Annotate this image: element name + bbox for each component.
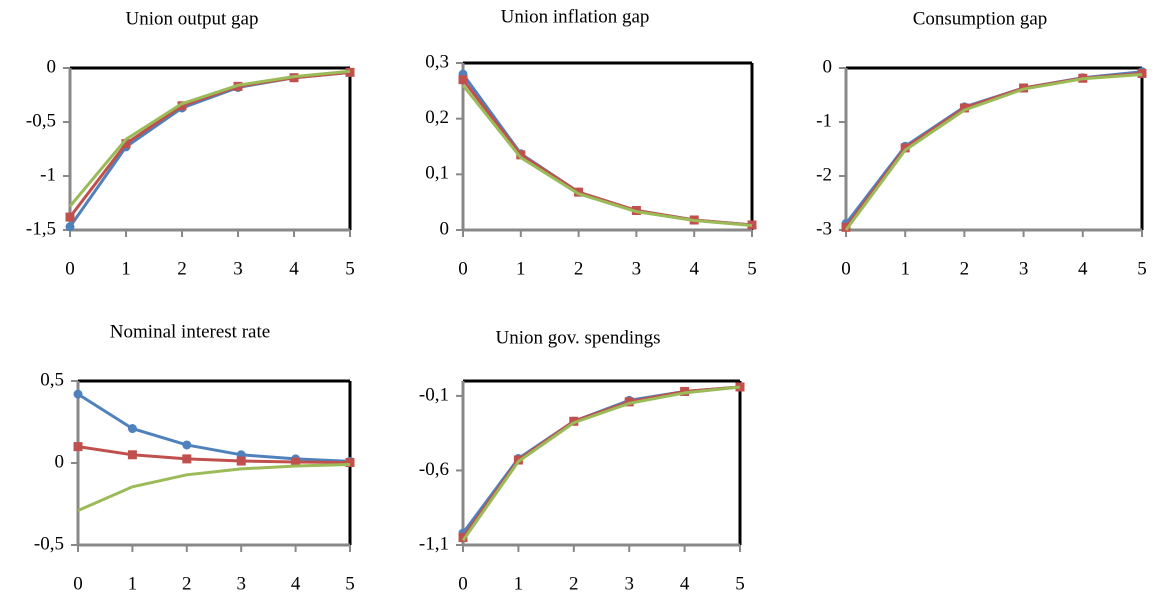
x-tick-label: 5 <box>345 573 355 594</box>
y-tick-label: 0,2 <box>425 107 449 128</box>
point-marker <box>121 139 131 149</box>
x-tick-label: 0 <box>458 258 468 279</box>
point-marker <box>73 442 83 452</box>
x-tick-label: 3 <box>1019 258 1029 279</box>
y-tick-label: 0 <box>47 56 57 77</box>
x-tick-label: 0 <box>458 573 468 594</box>
series-line <box>844 71 1143 229</box>
x-tick-label: 3 <box>233 258 243 279</box>
series-line <box>461 84 753 228</box>
x-tick-label: 1 <box>900 258 910 279</box>
point-marker <box>65 222 75 232</box>
x-tick-label: 4 <box>680 573 690 594</box>
x-tick-label: 2 <box>177 258 187 279</box>
y-tick-label: 0 <box>823 56 833 77</box>
x-tick-label: 3 <box>624 573 634 594</box>
x-tick-label: 0 <box>73 573 83 594</box>
x-tick-label: 2 <box>569 573 579 594</box>
y-tick-label: -1,5 <box>26 218 56 239</box>
chart-title: Union inflation gap <box>501 6 650 27</box>
y-tick-label: -2 <box>816 164 832 185</box>
point-marker <box>236 456 246 466</box>
point-marker <box>959 103 969 113</box>
x-tick-label: 5 <box>345 258 355 279</box>
x-tick-label: 3 <box>236 573 246 594</box>
x-tick-label: 4 <box>289 258 299 279</box>
series-line <box>77 392 351 463</box>
y-tick-label: 0,5 <box>40 369 64 390</box>
x-tick-label: 3 <box>632 258 642 279</box>
y-tick-label: -0,1 <box>419 384 449 405</box>
x-tick-label: 0 <box>841 258 851 279</box>
point-marker <box>516 150 526 160</box>
point-marker <box>345 458 355 468</box>
series-line <box>844 72 1143 231</box>
series-line <box>461 385 741 534</box>
x-tick-label: 1 <box>516 258 526 279</box>
x-tick-label: 1 <box>128 573 138 594</box>
series-line <box>77 445 351 465</box>
y-tick-label: -0,5 <box>34 533 64 554</box>
x-tick-label: 4 <box>1078 258 1088 279</box>
point-marker <box>841 222 851 232</box>
x-tick-label: 5 <box>735 573 745 594</box>
series-line <box>461 385 741 542</box>
series-line <box>77 462 351 512</box>
y-tick-label: -1 <box>40 164 56 185</box>
x-tick-label: 0 <box>65 258 75 279</box>
y-tick-label: 0,3 <box>425 51 449 72</box>
chart-title: Union gov. spendings <box>495 327 660 348</box>
point-marker <box>291 457 301 467</box>
x-tick-label: 4 <box>291 573 301 594</box>
point-marker <box>458 75 468 85</box>
point-marker <box>182 440 192 450</box>
series-line <box>68 69 351 208</box>
point-marker <box>65 212 75 222</box>
y-tick-label: -0,6 <box>419 459 449 480</box>
point-marker <box>458 533 468 543</box>
y-tick-label: -3 <box>816 218 832 239</box>
x-tick-label: 4 <box>689 258 699 279</box>
point-marker <box>182 454 192 464</box>
point-marker <box>177 101 187 111</box>
y-tick-label: 0 <box>55 451 65 472</box>
x-tick-label: 1 <box>121 258 131 279</box>
y-tick-label: -1,1 <box>419 533 449 554</box>
y-tick-label: 0 <box>440 218 450 239</box>
x-tick-label: 5 <box>1137 258 1147 279</box>
point-marker <box>127 450 137 460</box>
y-tick-label: -0,5 <box>26 110 56 131</box>
point-marker <box>900 143 910 153</box>
point-marker <box>73 389 83 399</box>
x-tick-label: 2 <box>182 573 192 594</box>
x-tick-label: 2 <box>574 258 584 279</box>
x-tick-label: 5 <box>747 258 757 279</box>
y-tick-label: 0,1 <box>425 163 449 184</box>
x-tick-label: 2 <box>960 258 970 279</box>
point-marker <box>127 424 137 434</box>
chart-title: Nominal interest rate <box>110 321 270 342</box>
chart-title: Union output gap <box>126 8 259 29</box>
point-marker <box>1137 68 1147 78</box>
series-line <box>844 70 1143 225</box>
x-tick-label: 1 <box>514 573 524 594</box>
y-tick-label: -1 <box>816 110 832 131</box>
chart-title: Consumption gap <box>913 8 1048 29</box>
